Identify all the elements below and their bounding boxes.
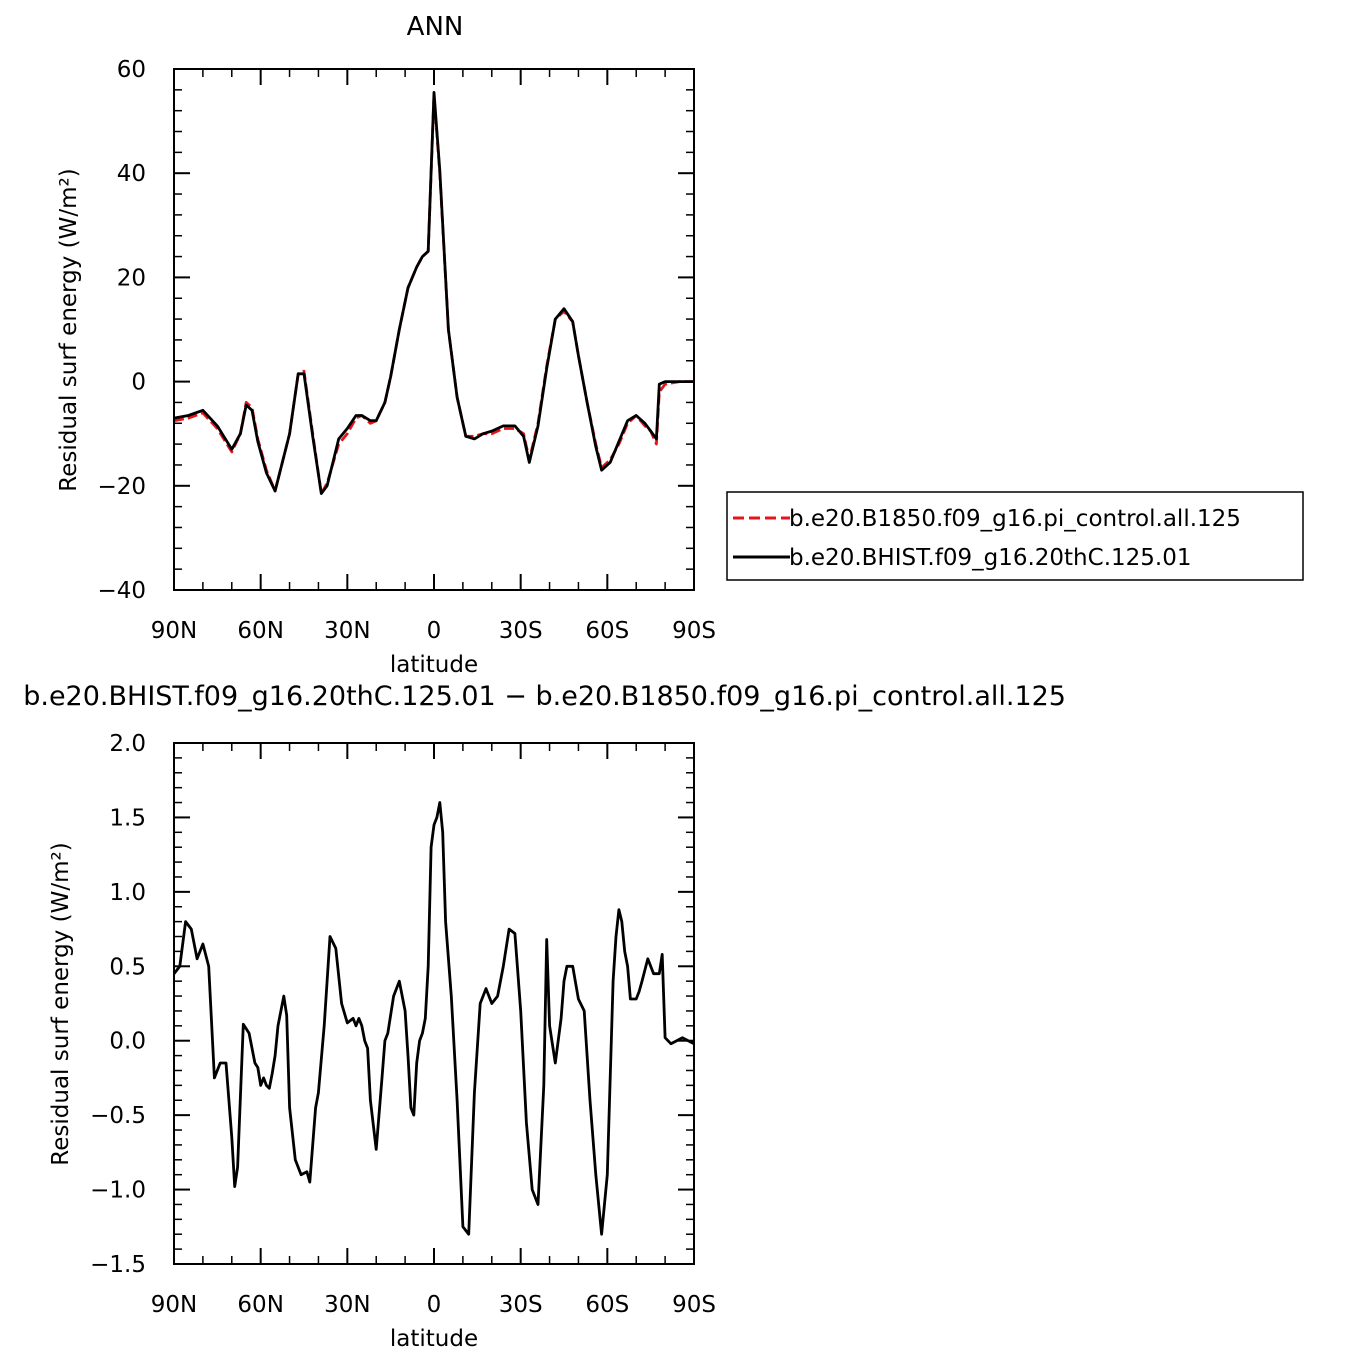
- bottom-xtick-label: 0: [427, 1292, 442, 1318]
- bottom-chart-frame: [173, 742, 695, 1265]
- top-xtick-label: 90S: [672, 618, 716, 644]
- bottom-xtick-label: 60N: [237, 1292, 283, 1318]
- top-ytick-label: 60: [117, 57, 146, 83]
- bottom-chart-ticks: −1.5 −1.0 −0.5 0.0 0.5 1.0 1.5 2.0 90N 60N 30N 0 30S…: [90, 731, 716, 1318]
- top-ytick-label: 0: [131, 370, 146, 396]
- bottom-ytick-label: 0.5: [109, 954, 146, 980]
- bottom-xtick-label: 60S: [585, 1292, 629, 1318]
- bottom-xtick-label: 30S: [499, 1292, 543, 1318]
- bottom-xtick-label: 30N: [324, 1292, 370, 1318]
- bottom-chart-xlabel: latitude: [390, 1326, 478, 1352]
- top-ytick-label: 20: [117, 265, 146, 291]
- bottom-ytick-label: 2.0: [109, 731, 146, 757]
- top-chart-ylabel: Residual surf energy (W/m²): [56, 168, 82, 491]
- top-chart-ticks: −40 −20 0 20 40 60 90N 60N 30N 0 30S 60S 90S: [97, 57, 715, 644]
- bottom-ytick-label: 1.5: [109, 805, 146, 831]
- top-chart-frame: [173, 68, 695, 591]
- bottom-series-line-0: [172, 801, 695, 1236]
- legend-box: [726, 491, 1304, 581]
- bottom-ytick-label: −1.0: [90, 1178, 146, 1204]
- legend: b.e20.B1850.f09_g16.pi_control.all.125 b…: [726, 491, 1304, 581]
- bottom-ytick-label: 0.0: [109, 1029, 146, 1055]
- top-ytick-label: −40: [97, 578, 146, 604]
- bottom-xtick-label: 90S: [672, 1292, 716, 1318]
- top-xtick-label: 60S: [585, 618, 629, 644]
- top-chart-title: ANN: [407, 12, 464, 42]
- bottom-ytick-label: 1.0: [109, 880, 146, 906]
- bottom-chart-lines: [172, 801, 695, 1236]
- bottom-ytick-label: −1.5: [90, 1252, 146, 1278]
- legend-label-hist: b.e20.BHIST.f09_g16.20thC.125.01: [789, 545, 1191, 571]
- top-chart-lines: [173, 91, 694, 496]
- top-xtick-label: 90N: [151, 618, 197, 644]
- legend-label-control: b.e20.B1850.f09_g16.pi_control.all.125: [789, 506, 1241, 532]
- top-xtick-label: 60N: [237, 618, 283, 644]
- bottom-xtick-label: 90N: [151, 1292, 197, 1318]
- top-ytick-label: −20: [97, 474, 146, 500]
- top-series-line-0: [173, 93, 694, 496]
- top-xtick-label: 30S: [499, 618, 543, 644]
- top-chart: ANN Residual surf energy (W/m²) latitude…: [56, 12, 716, 678]
- top-ytick-label: 40: [117, 161, 146, 187]
- top-series-line-1: [173, 91, 694, 496]
- top-xtick-label: 30N: [324, 618, 370, 644]
- bottom-ytick-label: −0.5: [90, 1103, 146, 1129]
- bottom-chart-title: b.e20.BHIST.f09_g16.20thC.125.01 − b.e20…: [23, 681, 1066, 712]
- bottom-chart: b.e20.BHIST.f09_g16.20thC.125.01 − b.e20…: [23, 681, 1066, 1352]
- top-xtick-label: 0: [427, 618, 442, 644]
- bottom-chart-ylabel: Residual surf energy (W/m²): [48, 842, 74, 1165]
- top-chart-xlabel: latitude: [390, 652, 478, 678]
